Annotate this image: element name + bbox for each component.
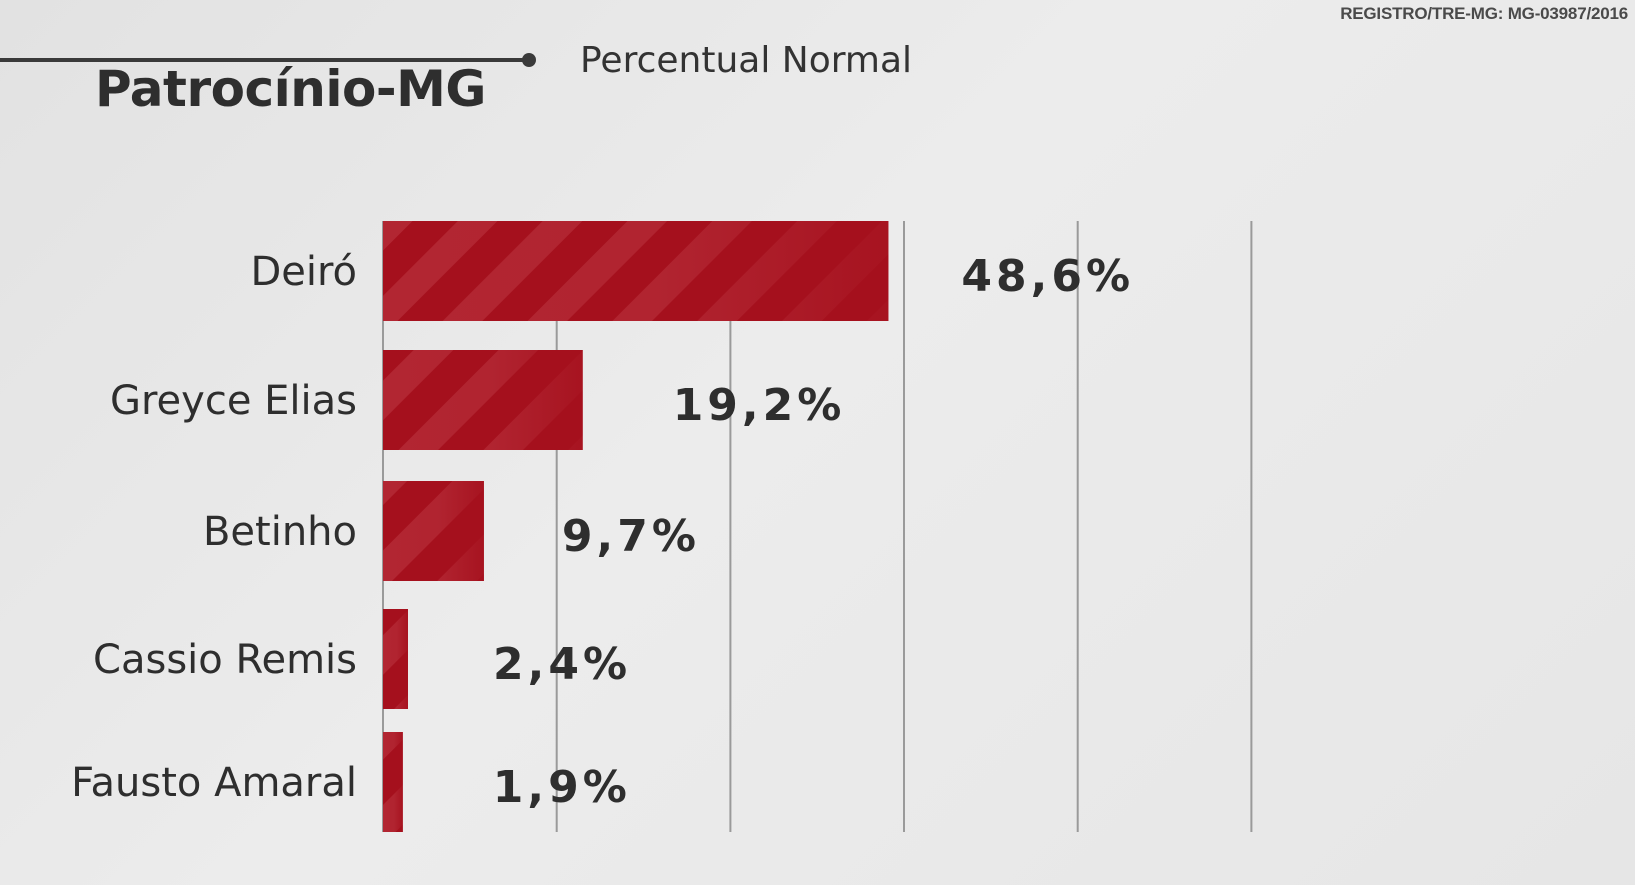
value-label-4: 2,4% <box>493 639 631 690</box>
value-label-2: 19,2% <box>673 380 846 431</box>
category-label-4: Cassio Remis <box>93 637 357 683</box>
bar-shade-5 <box>383 732 403 832</box>
title-rule <box>0 58 530 62</box>
bar-shade-3 <box>383 481 484 581</box>
page-title: Patrocínio-MG <box>95 60 486 118</box>
title-rule-dot <box>522 53 536 67</box>
value-label-5: 1,9% <box>493 762 631 813</box>
registro-label: REGISTRO/TRE-MG: MG-03987/2016 <box>1340 4 1628 23</box>
category-label-2: Greyce Elias <box>110 378 357 424</box>
category-label-3: Betinho <box>203 509 357 555</box>
category-label-5: Fausto Amaral <box>71 760 357 806</box>
value-label-3: 9,7% <box>562 511 700 562</box>
chart-subtitle: Percentual Normal <box>580 40 913 81</box>
bar-shade-2 <box>383 350 583 450</box>
category-label-1: Deiró <box>250 249 357 295</box>
bar-shade-1 <box>383 221 889 321</box>
value-label-1: 48,6% <box>961 251 1134 302</box>
bar-shade-4 <box>383 609 408 709</box>
